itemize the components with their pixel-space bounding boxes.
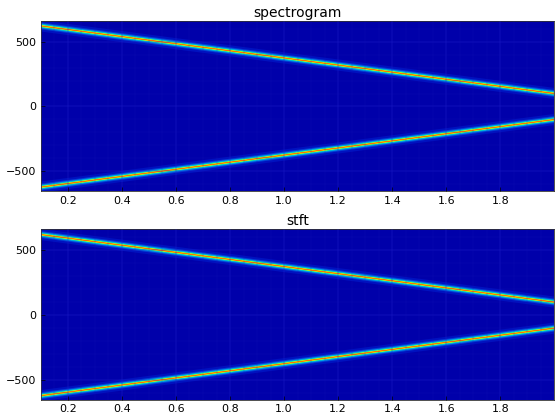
Title: stft: stft (286, 214, 309, 228)
Title: spectrogram: spectrogram (254, 5, 342, 20)
